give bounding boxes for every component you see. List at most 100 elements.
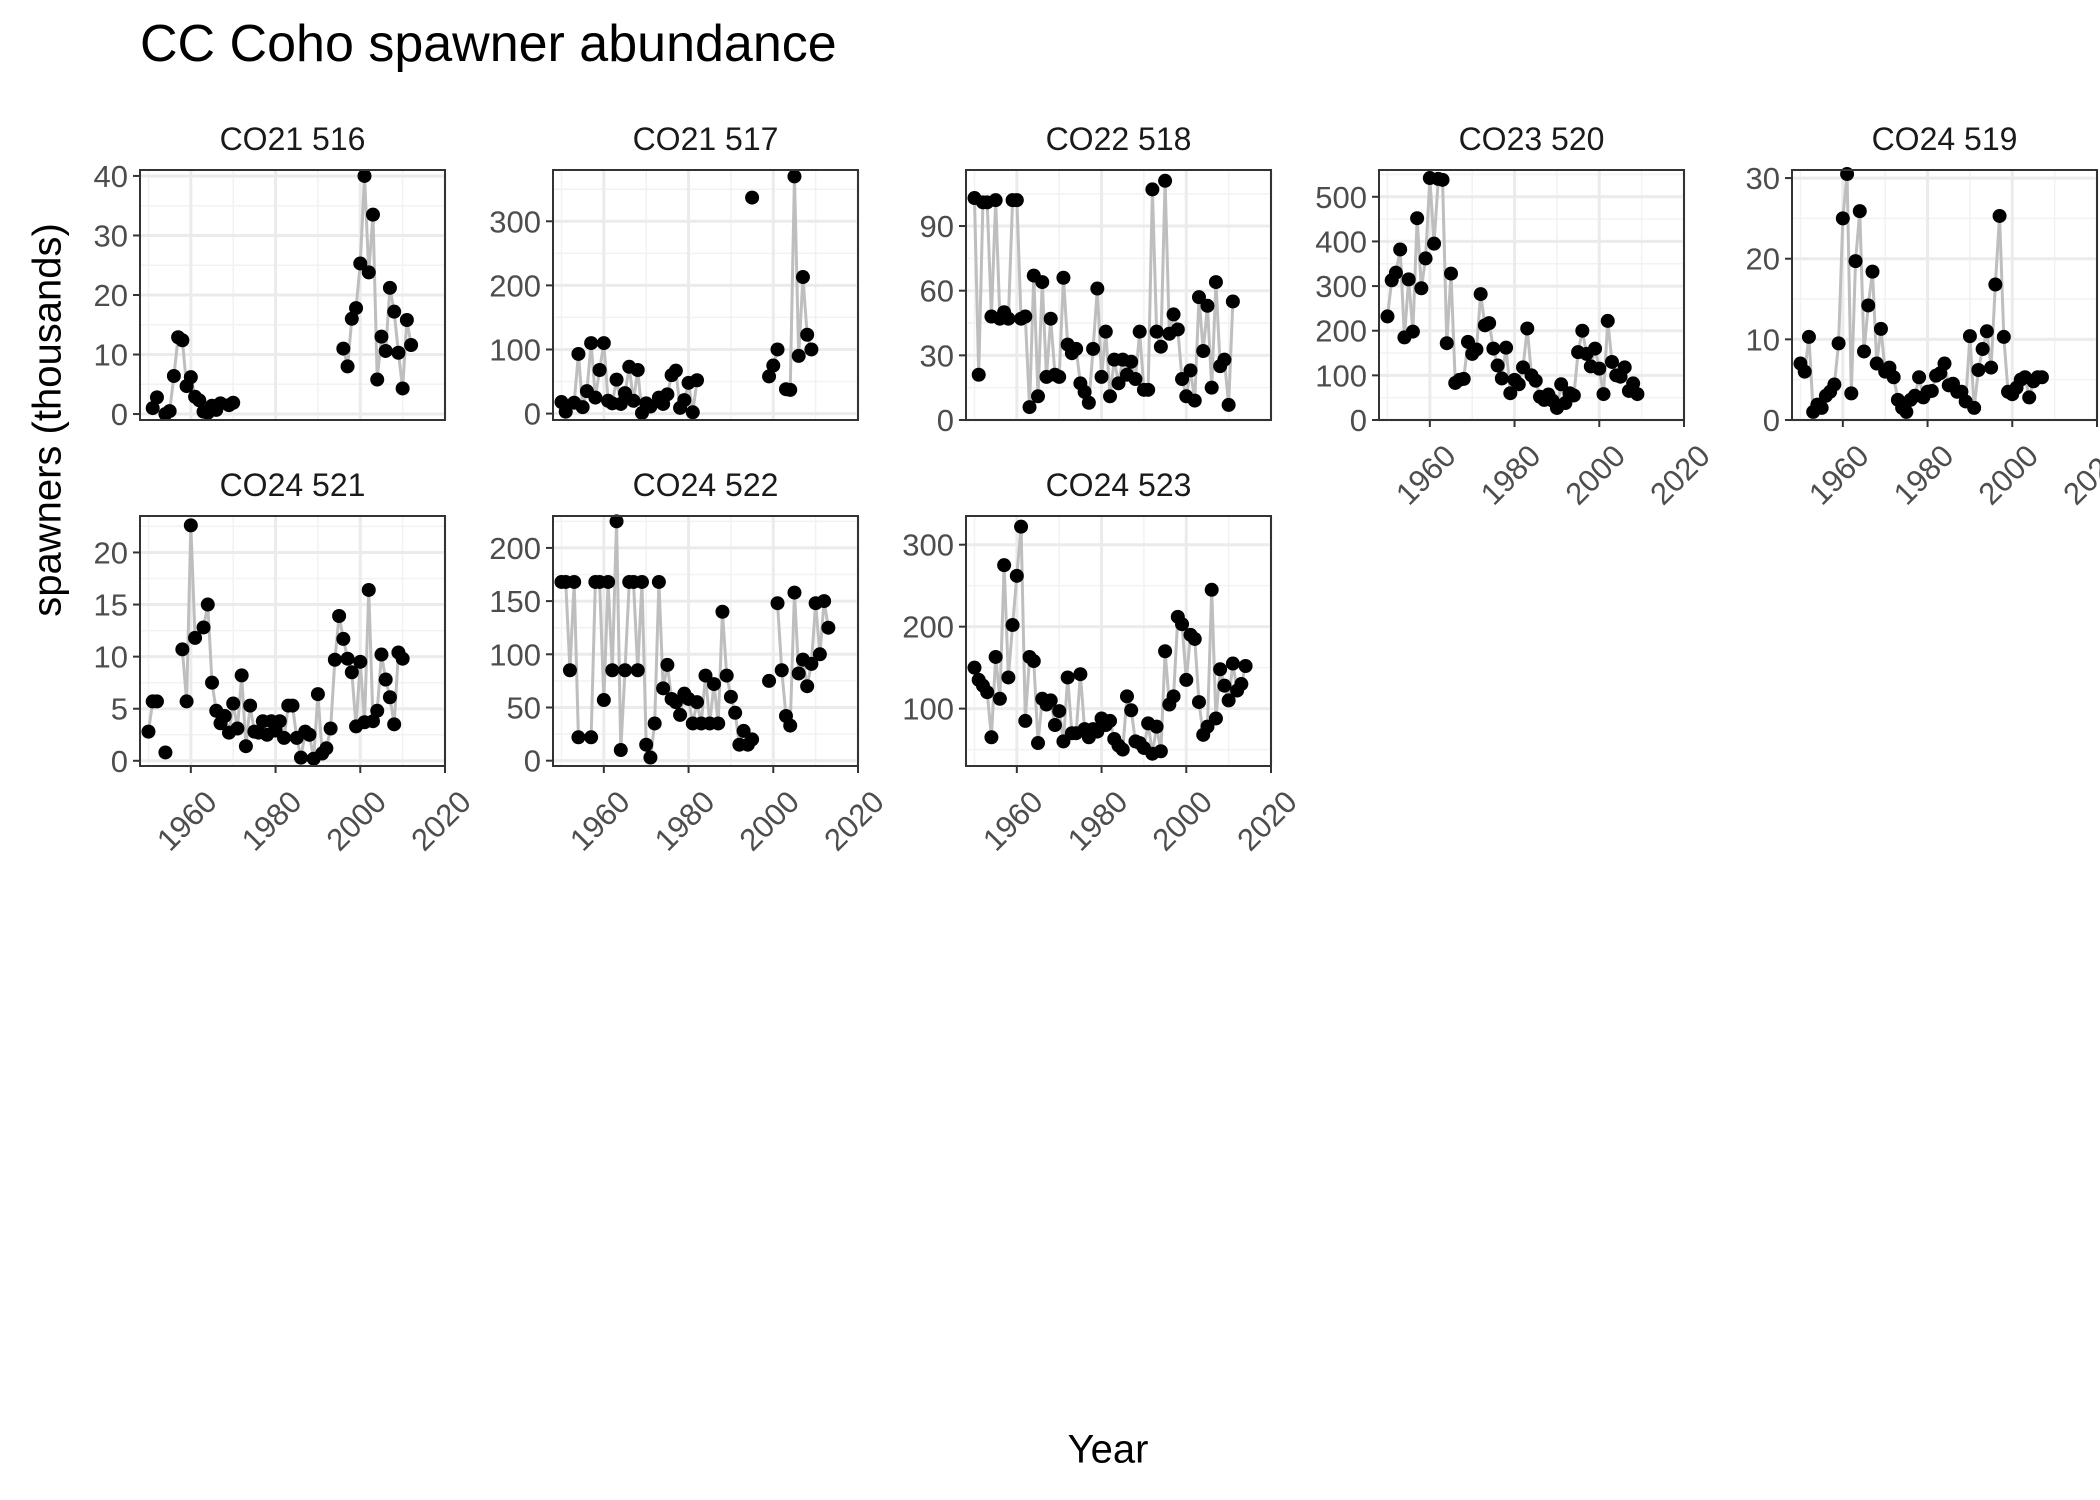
- data-point: [1018, 309, 1033, 324]
- data-point: [1221, 397, 1236, 412]
- series-line-segment: [1172, 616, 1180, 697]
- data-point: [382, 280, 397, 295]
- data-point: [1158, 644, 1173, 659]
- series-line-segment: [716, 611, 724, 724]
- x-tick-label: 2000: [1559, 438, 1633, 512]
- series-line-segment: [363, 175, 371, 273]
- series-line-segment: [329, 659, 337, 729]
- data-point: [1217, 678, 1232, 693]
- series-line-segment: [1146, 189, 1154, 390]
- data-point: [601, 574, 616, 589]
- data-point: [353, 256, 368, 271]
- data-point: [404, 338, 419, 352]
- data-point: [1221, 693, 1236, 708]
- data-point: [1022, 400, 1037, 415]
- data-point: [1077, 384, 1092, 399]
- data-point: [1962, 329, 1977, 344]
- data-point: [980, 685, 995, 700]
- series-line-segment: [1049, 318, 1057, 375]
- data-point: [1848, 254, 1863, 269]
- data-point: [319, 741, 334, 756]
- x-tick-label: 2020: [2056, 438, 2100, 512]
- x-tick-label: 1980: [648, 784, 722, 858]
- data-point: [1009, 193, 1024, 208]
- series-line-segment: [354, 263, 362, 309]
- panel-border: [965, 169, 1272, 421]
- data-point: [660, 387, 675, 402]
- data-point: [821, 620, 836, 635]
- data-point: [1401, 272, 1416, 287]
- data-point: [656, 681, 671, 696]
- data-point: [770, 596, 785, 611]
- data-point: [149, 390, 164, 405]
- data-point: [1996, 329, 2011, 344]
- data-point: [1439, 336, 1454, 351]
- series-line-segment: [615, 521, 623, 751]
- data-point: [382, 690, 397, 705]
- y-tick-label: 200: [1315, 314, 1367, 349]
- data-point: [2022, 390, 2037, 405]
- data-point: [361, 265, 376, 280]
- series-line-segment: [1159, 651, 1167, 752]
- data-point: [1992, 208, 2007, 223]
- data-point: [1043, 311, 1058, 326]
- chart-title: CC Coho spawner abundance: [140, 15, 837, 73]
- data-point: [719, 668, 734, 683]
- data-point: [1005, 618, 1020, 633]
- data-point: [685, 405, 700, 420]
- data-point: [399, 313, 414, 327]
- data-point: [183, 518, 198, 533]
- series-line-segment: [367, 589, 375, 722]
- data-point: [387, 304, 402, 319]
- data-point: [1393, 242, 1408, 257]
- series-line-segment: [1411, 218, 1419, 332]
- series-line-segment: [1066, 677, 1074, 734]
- data-point: [332, 609, 347, 623]
- panel-border: [1791, 169, 2098, 421]
- x-tick-label: 1980: [1061, 784, 1135, 858]
- x-tick-label: 1960: [1802, 438, 1876, 512]
- data-point: [1103, 713, 1118, 728]
- data-point: [677, 393, 692, 408]
- data-point: [395, 381, 410, 396]
- facet-title: CO24 519: [1872, 121, 2018, 157]
- data-point: [230, 721, 245, 736]
- data-point: [997, 558, 1012, 573]
- data-point: [609, 514, 624, 529]
- series-line-segment: [1837, 218, 1845, 344]
- panel-border: [965, 515, 1272, 767]
- data-point: [643, 750, 658, 765]
- data-point: [673, 707, 688, 722]
- data-point: [800, 327, 815, 342]
- series-line-segment: [1474, 293, 1483, 350]
- facet-title: CO23 520: [1459, 121, 1605, 157]
- y-tick-label: 10: [94, 338, 128, 373]
- data-point: [575, 400, 590, 415]
- data-point: [1001, 670, 1016, 685]
- data-point: [1873, 321, 1888, 336]
- y-tick-label: 5: [111, 692, 128, 727]
- facet-title: CO21 516: [220, 121, 366, 157]
- series-line-segment: [1061, 277, 1070, 345]
- data-point: [967, 660, 982, 675]
- data-point: [238, 739, 253, 754]
- data-point: [1626, 376, 1641, 391]
- data-point: [141, 724, 156, 739]
- data-point: [336, 631, 351, 646]
- series-line-segment: [346, 318, 354, 367]
- series-line-segment: [185, 525, 193, 702]
- series-line-segment: [1849, 261, 1858, 394]
- series-line-segment: [375, 654, 383, 711]
- data-point: [1588, 341, 1603, 356]
- series-line-segment: [809, 603, 818, 664]
- data-point: [558, 404, 573, 419]
- data-point: [1388, 265, 1403, 280]
- data-point: [715, 604, 730, 619]
- series-line-segment: [2002, 336, 2010, 392]
- y-tick-label: 20: [1746, 242, 1780, 277]
- data-point: [1456, 371, 1471, 386]
- data-point: [988, 649, 1003, 664]
- y-tick-label: 30: [94, 218, 128, 253]
- data-point: [988, 193, 1003, 208]
- data-point: [1086, 341, 1101, 356]
